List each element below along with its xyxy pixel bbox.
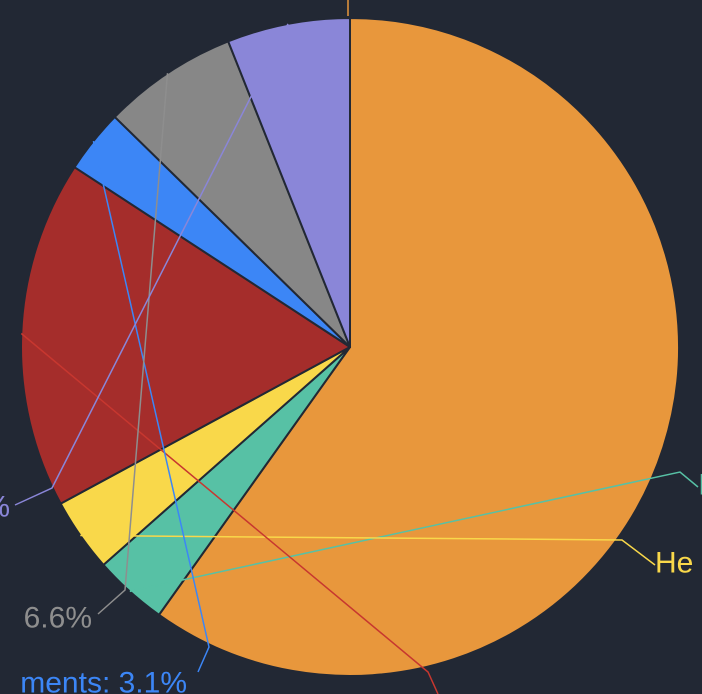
leader-line-3 — [20, 332, 439, 694]
slice-label-5: 6.6% — [24, 602, 92, 635]
slice-labels: I He BTC lost forever ments: 3.1% 6.6%% — [0, 469, 702, 694]
leader-line-4 — [92, 140, 210, 673]
pie-slice-0[interactable] — [157, 17, 680, 677]
pie-slices — [20, 17, 680, 677]
leader-line-2 — [80, 534, 656, 566]
leader-line-1 — [129, 471, 699, 593]
slice-label-4: ments: 3.1% — [20, 667, 187, 694]
slice-label-6: % — [0, 491, 10, 524]
slice-label-1: I — [698, 469, 702, 502]
pie-slice-3[interactable] — [20, 166, 351, 505]
leader-line-6 — [14, 23, 289, 506]
slice-label-3: BTC lost forever — [438, 692, 655, 694]
slice-label-2: He — [655, 547, 693, 580]
leader-lines — [14, 0, 699, 694]
leader-line-5 — [97, 73, 169, 615]
